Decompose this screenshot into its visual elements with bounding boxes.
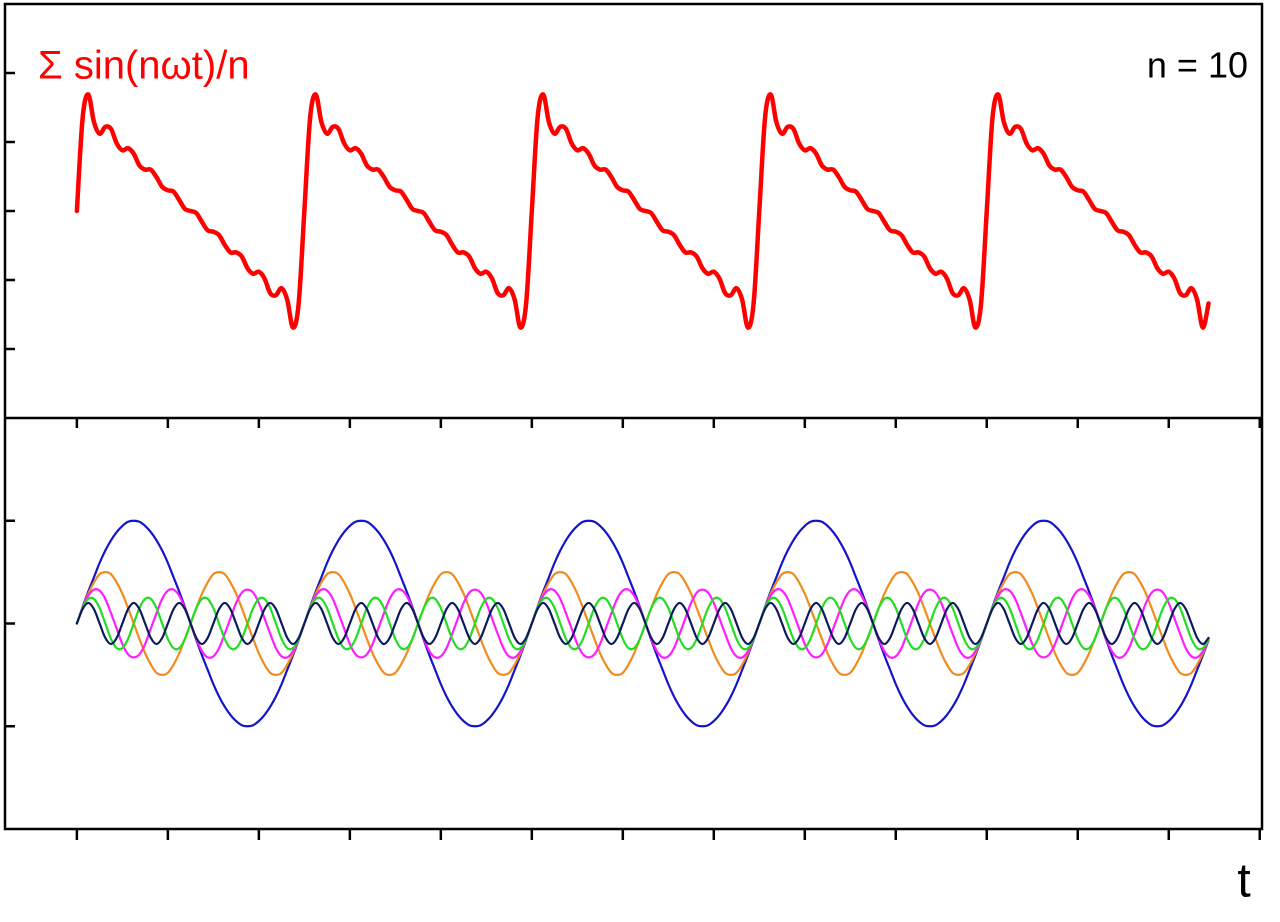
series-line xyxy=(74,92,1211,330)
annotation: n = 10 xyxy=(1147,45,1248,86)
x-axis-label: t xyxy=(1237,855,1250,908)
series-line xyxy=(75,601,1210,646)
series-line xyxy=(75,596,1210,651)
frame xyxy=(3,2,1264,831)
series-label: Σ sin(nωt)/n xyxy=(38,44,250,88)
